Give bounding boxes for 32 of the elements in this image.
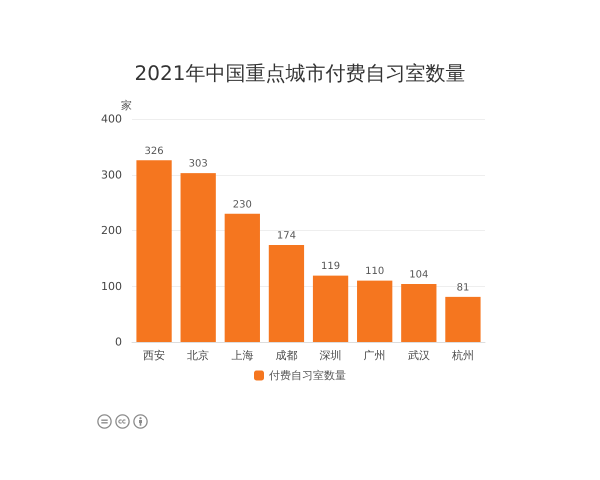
x-tick-label: 上海 [231, 349, 254, 362]
legend-label: 付费自习室数量 [269, 369, 346, 382]
x-tick-label: 深圳 [320, 349, 342, 362]
y-axis-title: 家 [121, 99, 132, 112]
y-tick-label: 0 [115, 336, 122, 348]
y-tick-label: 300 [101, 168, 122, 182]
data-label: 104 [409, 270, 428, 281]
data-label: 303 [188, 158, 208, 170]
x-tick-label: 成都 [275, 349, 298, 362]
bar [180, 173, 216, 342]
chart-title: 2021年中国重点城市付费自习室数量 [134, 61, 466, 85]
y-tick-label: 100 [101, 280, 122, 293]
bar [357, 280, 392, 342]
bar [445, 296, 481, 342]
x-tick-label: 武汉 [408, 349, 430, 362]
bar [401, 284, 436, 342]
bar [224, 214, 260, 342]
bar [136, 160, 172, 342]
data-label: 174 [276, 230, 296, 242]
bar [268, 244, 304, 342]
y-tick-label: 200 [101, 224, 122, 237]
x-tick-label: 杭州 [450, 349, 474, 362]
data-label: 110 [365, 266, 384, 278]
data-label: 119 [321, 261, 340, 272]
x-tick-label: 西安 [143, 349, 166, 362]
data-label: 81 [456, 282, 470, 294]
x-tick-label: 北京 [187, 349, 210, 362]
x-tick-label: 广州 [364, 349, 386, 362]
data-label: 326 [144, 146, 164, 157]
data-label: 230 [232, 199, 252, 210]
y-tick-label: 400 [101, 112, 122, 126]
bar [312, 276, 348, 342]
